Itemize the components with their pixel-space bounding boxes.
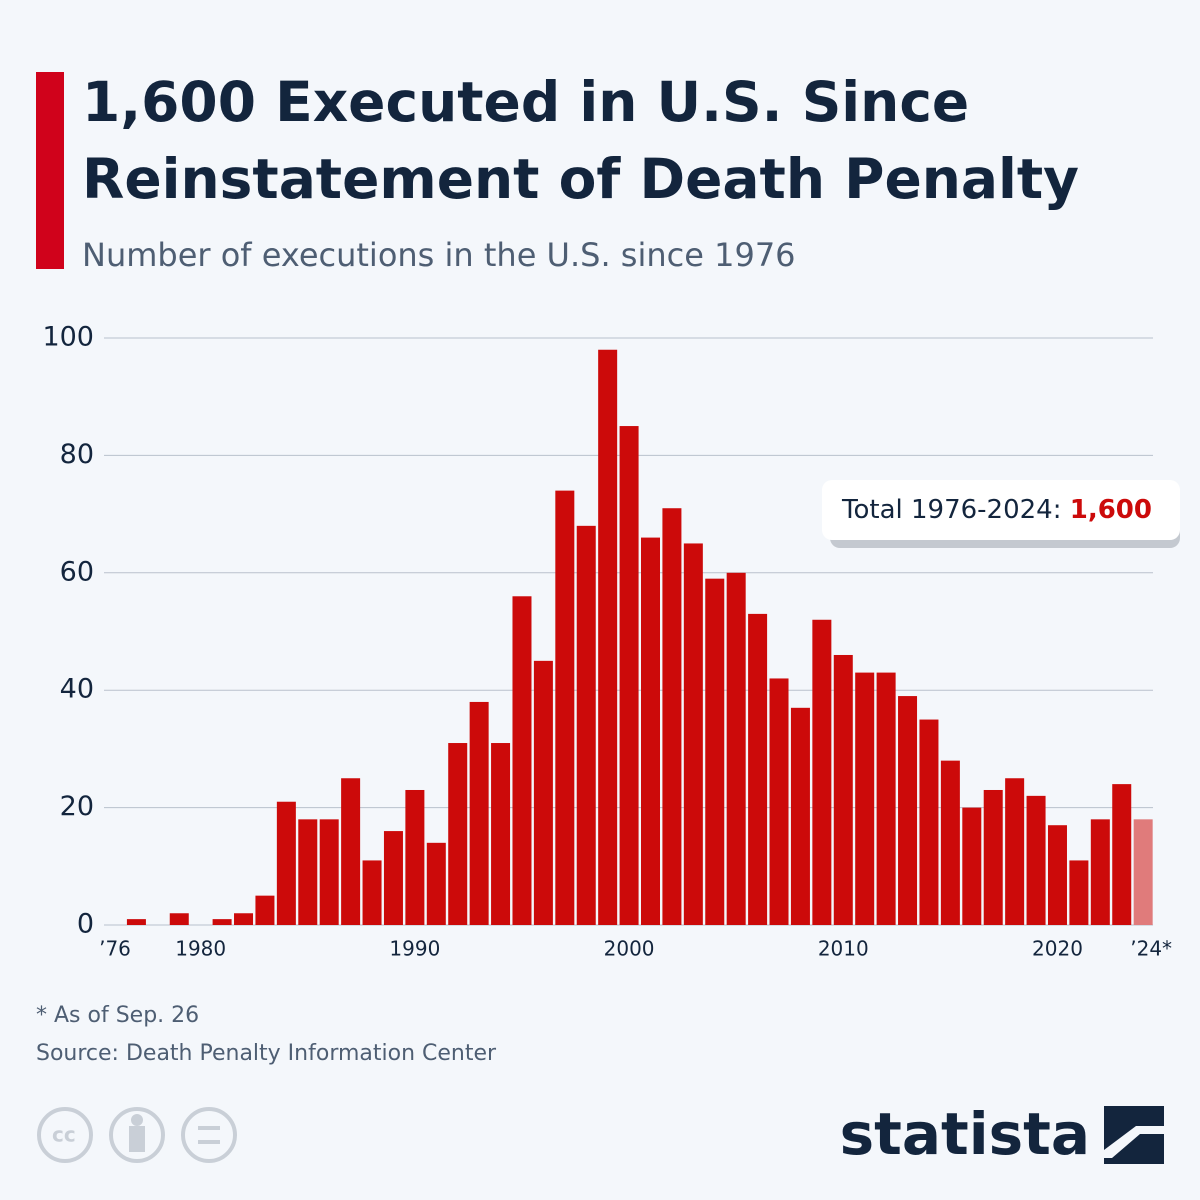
bar [126, 919, 146, 925]
annotation-box [822, 480, 1180, 540]
x-tick-label: 2020 [1032, 937, 1083, 961]
bar [234, 913, 254, 925]
bar [855, 672, 875, 925]
footnote: * As of Sep. 26 [36, 1003, 199, 1028]
x-tick-label: 1990 [389, 937, 440, 961]
cc-icon: cc [52, 1123, 76, 1147]
bar [1005, 778, 1025, 925]
bar [876, 672, 896, 925]
x-tick-label: ’24* [1130, 937, 1172, 961]
bar [383, 831, 403, 925]
bar [341, 778, 361, 925]
bar [919, 719, 939, 925]
bar [683, 543, 703, 925]
x-tick-label: 2010 [818, 937, 869, 961]
y-tick-label: 20 [60, 791, 94, 822]
bar [533, 660, 553, 925]
bar [619, 426, 639, 925]
bar [812, 619, 832, 925]
annotation-text: Total 1976-2024: [841, 495, 1061, 525]
accent-bar [36, 72, 64, 269]
bar [1069, 860, 1089, 925]
chart-subtitle: Number of executions in the U.S. since 1… [82, 236, 796, 274]
bar [405, 789, 425, 925]
x-tick-label: 1980 [175, 937, 226, 961]
bar [983, 789, 1003, 925]
bar [469, 701, 489, 925]
x-tick-label: 2000 [604, 937, 655, 961]
bar [940, 760, 960, 925]
bar [362, 860, 382, 925]
bar [641, 537, 660, 925]
bar [748, 613, 768, 925]
annotation: Total 1976-2024: 1,600 [841, 495, 1152, 525]
bar [1133, 819, 1153, 925]
bar [598, 349, 618, 925]
source: Source: Death Penalty Information Center [36, 1041, 497, 1066]
bar [1090, 819, 1110, 925]
chart-title: 1,600 Executed in U.S. Since Reinstateme… [82, 70, 1080, 211]
bar [769, 678, 789, 925]
y-tick-label: 80 [60, 439, 94, 470]
bar [448, 743, 468, 925]
bar [276, 801, 296, 925]
y-tick-label: 40 [60, 674, 94, 705]
bar [662, 508, 682, 925]
bar [898, 696, 918, 925]
bar [298, 819, 318, 925]
bar [1047, 825, 1067, 925]
y-tick-label: 0 [77, 909, 94, 940]
bar [491, 743, 511, 925]
bar [512, 596, 532, 925]
bar [255, 895, 275, 925]
bar [555, 490, 575, 925]
bar [790, 707, 810, 925]
logo: statista [840, 1100, 1090, 1168]
license-icons [37, 1107, 237, 1163]
bar [426, 842, 446, 925]
bar [833, 654, 853, 925]
bar [576, 525, 596, 925]
bar [1026, 795, 1046, 925]
annotation-value: 1,600 [1070, 495, 1152, 525]
y-tick-label: 100 [42, 322, 94, 353]
bar [319, 819, 339, 925]
x-tick-label: ’76 [99, 937, 131, 961]
bar [212, 919, 232, 925]
bar [705, 578, 725, 925]
bar [1112, 784, 1132, 925]
logo-icon [1104, 1106, 1164, 1164]
bar [962, 807, 982, 925]
y-tick-label: 60 [60, 556, 94, 587]
bar [726, 572, 746, 925]
bar [169, 913, 189, 925]
